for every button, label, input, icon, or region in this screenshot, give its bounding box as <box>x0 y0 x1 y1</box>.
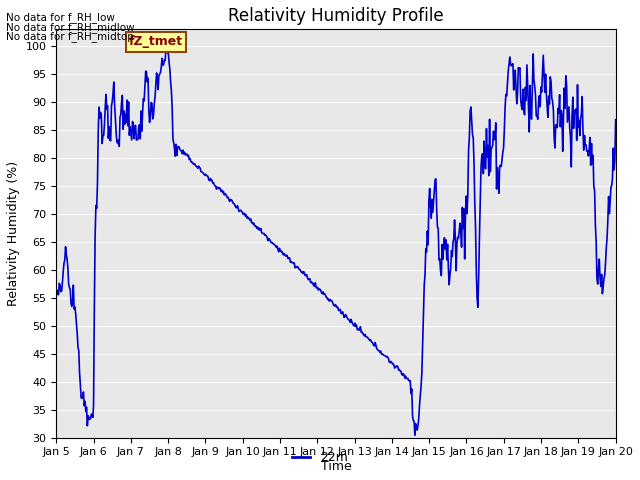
Y-axis label: Relativity Humidity (%): Relativity Humidity (%) <box>7 161 20 306</box>
Text: No data for f_RH_midlow: No data for f_RH_midlow <box>6 22 135 33</box>
Title: Relativity Humidity Profile: Relativity Humidity Profile <box>228 7 444 25</box>
X-axis label: Time: Time <box>321 460 351 473</box>
Text: fZ_tmet: fZ_tmet <box>129 36 183 48</box>
Text: No data for f_RH_low: No data for f_RH_low <box>6 12 115 23</box>
Text: No data for f_RH_midtop: No data for f_RH_midtop <box>6 31 134 42</box>
Legend: 22m: 22m <box>287 446 353 469</box>
